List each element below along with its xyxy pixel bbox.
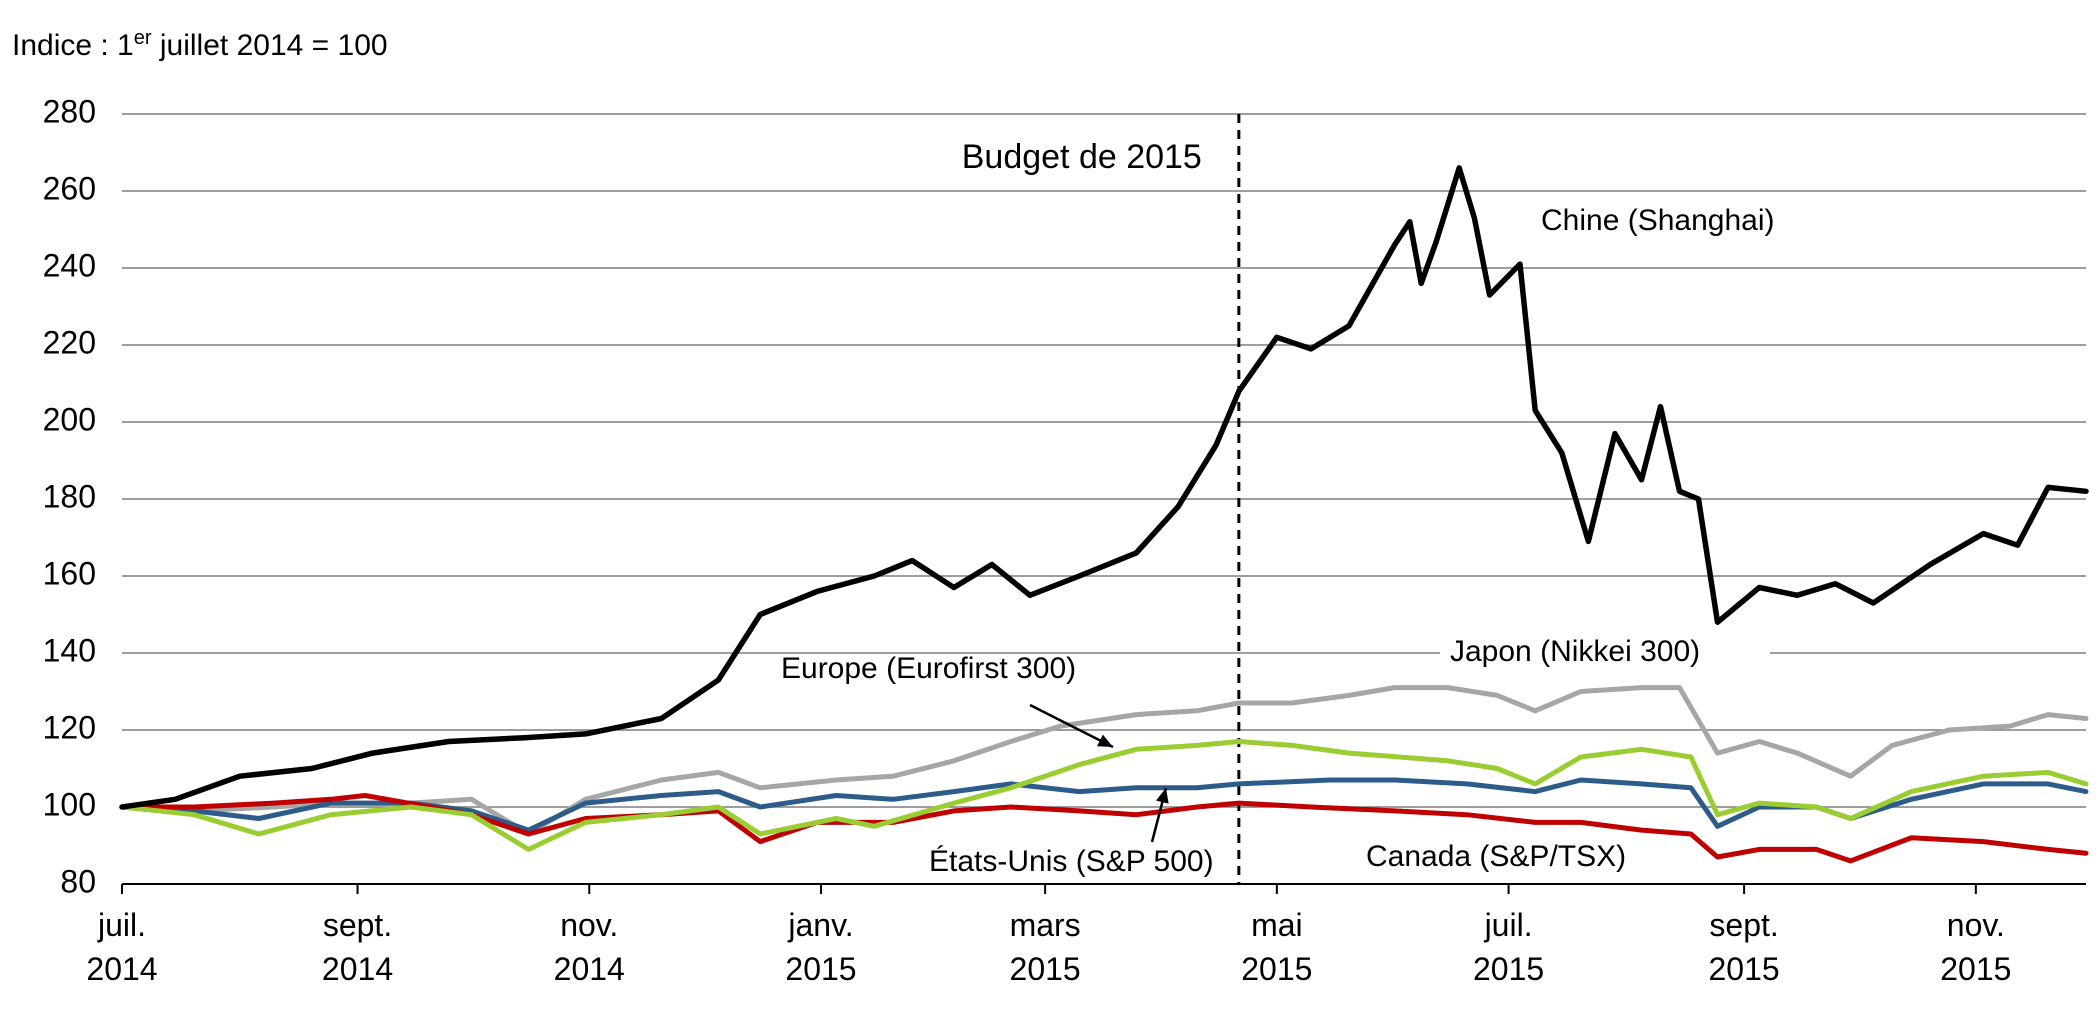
x-tick-label-year: 2014 bbox=[554, 951, 625, 987]
series-label: États-Unis (S&P 500) bbox=[929, 845, 1214, 878]
y-tick-label: 100 bbox=[43, 786, 96, 822]
x-tick-label-month: mars bbox=[1010, 907, 1081, 943]
series-label: Europe (Eurofirst 300) bbox=[781, 652, 1076, 685]
series-line bbox=[119, 165, 2089, 810]
x-tick-label-year: 2015 bbox=[1709, 951, 1780, 987]
y-tick-label: 240 bbox=[43, 247, 96, 283]
x-tick-label-year: 2015 bbox=[1010, 951, 1081, 987]
unit-label: Indice : 1er juillet 2014 = 100 bbox=[12, 27, 388, 62]
x-tick-label-month: mai bbox=[1251, 907, 1303, 943]
x-tick-label-month: nov. bbox=[1947, 907, 2005, 943]
y-tick-label: 260 bbox=[43, 170, 96, 206]
series-label-background bbox=[1440, 629, 1770, 671]
y-axis-ticks: 80 100 120 140 160 180 200 220 240 260 280 bbox=[43, 93, 96, 899]
grid-lines bbox=[122, 113, 2086, 808]
y-tick-label: 140 bbox=[43, 632, 96, 668]
y-tick-label: 220 bbox=[43, 324, 96, 360]
x-tick-label-year: 2014 bbox=[86, 951, 157, 987]
series-layer bbox=[119, 165, 2089, 864]
series-label: Japon (Nikkei 300) bbox=[1450, 635, 1700, 668]
unit-label-suffix: juillet 2014 = 100 bbox=[152, 29, 388, 62]
budget-annotation: Budget de 2015 bbox=[962, 114, 1241, 884]
y-tick-label: 80 bbox=[60, 863, 96, 899]
y-tick-label: 120 bbox=[43, 709, 96, 745]
x-tick-label-month: juil. bbox=[97, 907, 146, 943]
x-tick-label-month: juil. bbox=[1484, 907, 1533, 943]
x-tick-label-month: janv. bbox=[787, 907, 853, 943]
x-tick-label-year: 2015 bbox=[1473, 951, 1544, 987]
x-tick-label-month: sept. bbox=[1709, 907, 1778, 943]
x-axis: juil. 2014 sept. 2014 nov. 2014 janv. 2015 mars 2… bbox=[86, 883, 2086, 987]
x-tick-label-year: 2014 bbox=[322, 951, 393, 987]
y-tick-label: 180 bbox=[43, 478, 96, 514]
unit-label-prefix: Indice : 1 bbox=[12, 29, 134, 62]
unit-label-superscript: er bbox=[134, 27, 152, 49]
series-labels: Chine (Shanghai) Japon (Nikkei 300) Europe… bbox=[781, 204, 1774, 878]
y-tick-label: 200 bbox=[43, 401, 96, 437]
series-label: Chine (Shanghai) bbox=[1541, 204, 1774, 237]
x-tick-label-year: 2015 bbox=[785, 951, 856, 987]
x-tick-label-year: 2015 bbox=[1940, 951, 2011, 987]
series-label: Canada (S&P/TSX) bbox=[1366, 840, 1626, 873]
series-line bbox=[119, 739, 2089, 852]
x-tick-label-month: nov. bbox=[560, 907, 618, 943]
usa-leader-arrow-head bbox=[1156, 788, 1169, 804]
y-tick-label: 280 bbox=[43, 93, 96, 129]
x-tick-label-month: sept. bbox=[323, 907, 392, 943]
y-tick-label: 160 bbox=[43, 555, 96, 591]
x-tick-label-year: 2015 bbox=[1241, 951, 1312, 987]
europe-leader-arrow bbox=[1029, 703, 1114, 749]
budget-label: Budget de 2015 bbox=[962, 138, 1202, 176]
europe-leader-arrow-head bbox=[1097, 734, 1113, 747]
